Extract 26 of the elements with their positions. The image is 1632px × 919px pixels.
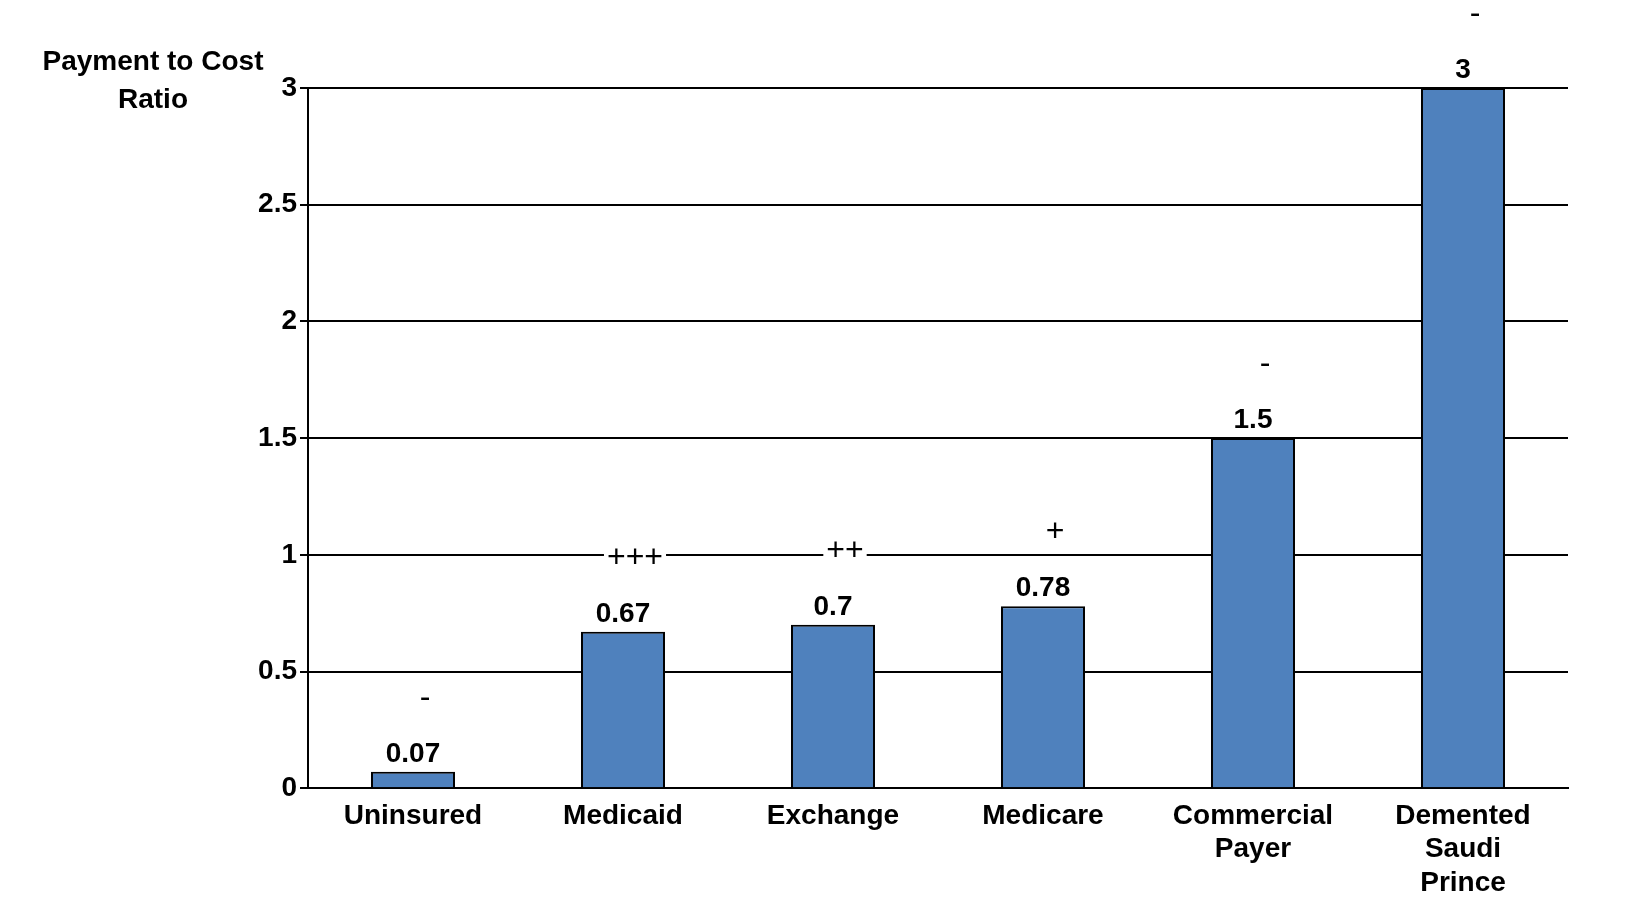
x-tick-label: Exchange (766, 798, 900, 830)
x-tick-label: Medicare (982, 798, 1104, 830)
y-tick-label: 0.5 (258, 654, 297, 686)
x-tick-label: Uninsured (343, 798, 483, 830)
y-tick-label: 3 (281, 70, 297, 102)
y-tick-label: 2 (281, 304, 297, 336)
data-label: 0.67 (595, 596, 651, 628)
annotation: + (1045, 511, 1065, 548)
y-axis-title: Payment to Cost Ratio (42, 44, 264, 114)
data-label: 0.07 (385, 736, 441, 768)
y-tick-label: 1.5 (258, 420, 297, 452)
x-tick-label: Demented Saudi Prince (1395, 798, 1531, 897)
annotation: +++ (606, 537, 664, 574)
data-label: 3 (1455, 52, 1471, 84)
text: - (1469, 0, 1481, 30)
x-tick-label: Commercial Payer (1172, 798, 1334, 864)
y-tick-label: 0 (281, 770, 297, 802)
data-label: 1.5 (1233, 402, 1273, 434)
data-label: 0.7 (813, 589, 853, 621)
annotation: ++ (826, 530, 864, 567)
y-tick-label: 2.5 (258, 187, 297, 219)
data-label: 0.78 (1015, 570, 1071, 602)
annotation: - (419, 677, 431, 714)
x-tick-label: Medicaid (563, 798, 683, 830)
y-tick-label: 1 (281, 537, 297, 569)
annotation: - (1259, 343, 1271, 380)
